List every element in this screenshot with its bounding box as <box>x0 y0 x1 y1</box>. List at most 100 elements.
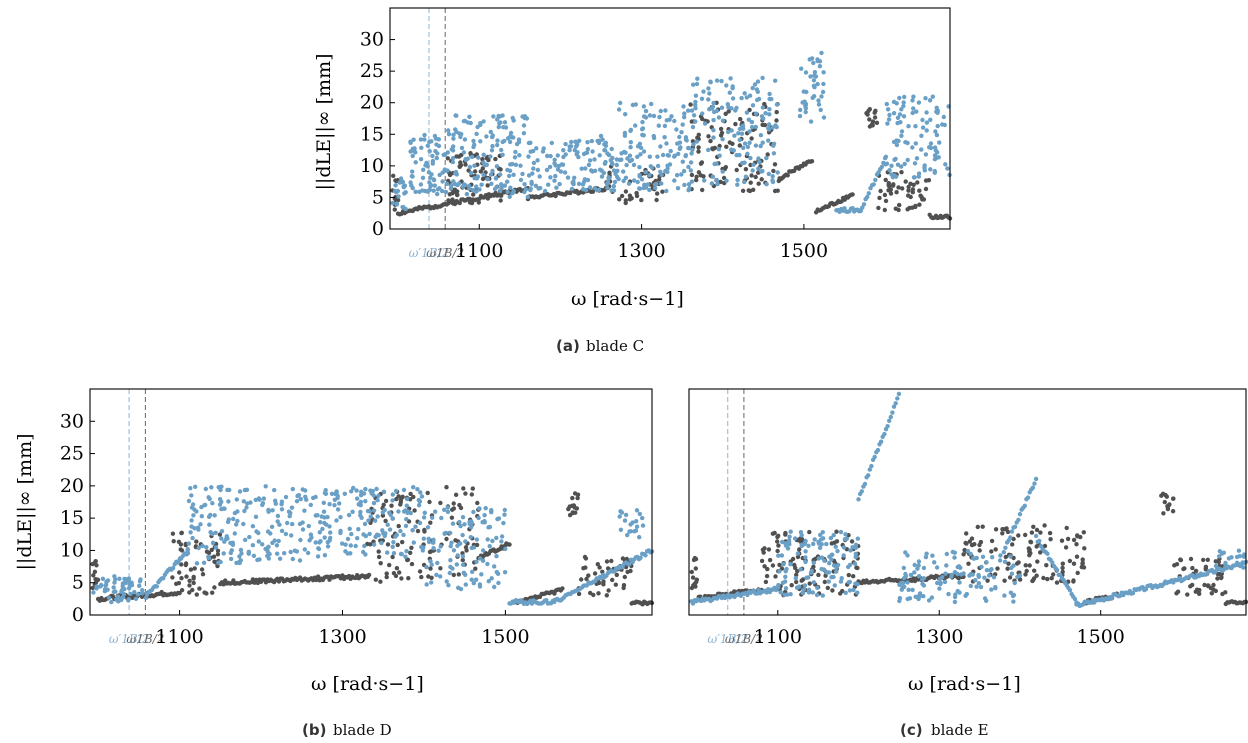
data-point <box>401 532 406 538</box>
data-point <box>726 105 731 110</box>
data-point <box>1213 563 1219 569</box>
panel-c-frame <box>688 388 1247 616</box>
data-point <box>536 186 541 191</box>
data-point <box>800 100 805 105</box>
data-point <box>427 549 433 555</box>
data-point <box>403 523 409 529</box>
data-point <box>773 574 778 579</box>
data-point <box>290 521 295 527</box>
data-point <box>587 185 593 190</box>
data-point <box>226 517 231 522</box>
data-point <box>548 175 553 180</box>
data-point <box>969 542 975 548</box>
data-point <box>557 181 562 187</box>
data-point <box>698 173 703 178</box>
data-point <box>726 109 731 114</box>
data-point <box>990 555 995 560</box>
data-point <box>192 566 197 571</box>
data-point <box>549 140 554 146</box>
data-point <box>422 137 427 142</box>
data-point <box>480 157 485 162</box>
data-point <box>679 172 684 177</box>
data-point <box>476 515 481 521</box>
data-point <box>879 164 884 170</box>
data-point <box>496 124 501 130</box>
data-point <box>170 565 176 571</box>
data-point <box>679 130 684 135</box>
data-point <box>472 142 477 147</box>
data-point <box>694 139 699 144</box>
data-point <box>404 517 409 522</box>
data-point <box>816 102 822 107</box>
data-point <box>989 538 995 544</box>
data-point <box>873 108 878 114</box>
data-point <box>420 548 425 553</box>
data-point <box>391 551 397 556</box>
data-point <box>375 498 380 503</box>
data-point <box>450 521 456 526</box>
data-point <box>456 572 461 577</box>
data-point <box>194 509 199 514</box>
data-point <box>897 112 903 117</box>
data-point <box>811 541 816 547</box>
data-point <box>497 114 502 119</box>
data-point <box>511 172 516 177</box>
data-point <box>384 571 389 576</box>
data-point <box>450 156 456 161</box>
data-point <box>844 536 849 541</box>
data-point <box>303 488 308 493</box>
data-point <box>905 207 910 212</box>
data-point <box>542 188 548 194</box>
data-point <box>921 565 927 571</box>
data-point <box>210 590 215 595</box>
data-point <box>1012 580 1017 586</box>
data-point <box>946 591 951 597</box>
data-point <box>187 583 192 588</box>
ytick-label: 15 <box>360 123 384 145</box>
data-point <box>664 141 669 146</box>
data-point <box>618 509 623 514</box>
data-point <box>1241 565 1246 570</box>
data-point <box>448 186 454 191</box>
data-point <box>212 585 217 590</box>
data-point <box>587 158 593 163</box>
data-point <box>583 556 589 561</box>
data-point <box>445 505 450 510</box>
data-point <box>480 558 486 563</box>
data-point <box>632 529 637 534</box>
data-point <box>762 564 767 569</box>
data-point <box>901 565 906 571</box>
data-point <box>688 160 694 165</box>
data-point <box>647 113 653 118</box>
data-point <box>567 512 573 518</box>
data-point <box>686 188 691 193</box>
data-point <box>445 156 450 161</box>
data-point <box>1010 593 1016 599</box>
data-point <box>308 502 313 508</box>
data-point <box>194 592 199 597</box>
marker-label-base: ω1B/2 <box>426 246 464 260</box>
data-point <box>848 548 853 553</box>
data-point <box>290 556 295 562</box>
data-point <box>1028 550 1033 556</box>
data-point <box>1205 557 1211 562</box>
data-point <box>419 544 424 550</box>
data-point <box>197 586 202 591</box>
data-point <box>628 145 633 150</box>
data-point <box>672 178 677 183</box>
data-point <box>302 547 307 552</box>
data-point <box>457 541 462 546</box>
data-point <box>410 185 415 191</box>
data-point <box>313 540 318 545</box>
ytick-label: 15 <box>60 507 84 529</box>
data-point <box>135 592 141 597</box>
data-point <box>923 178 929 183</box>
data-point <box>544 167 550 173</box>
data-point <box>822 579 827 585</box>
data-point <box>664 118 669 123</box>
data-point <box>1202 582 1207 588</box>
data-point <box>1038 550 1043 555</box>
data-point <box>659 181 664 186</box>
data-point <box>985 578 990 583</box>
data-point <box>628 529 633 534</box>
